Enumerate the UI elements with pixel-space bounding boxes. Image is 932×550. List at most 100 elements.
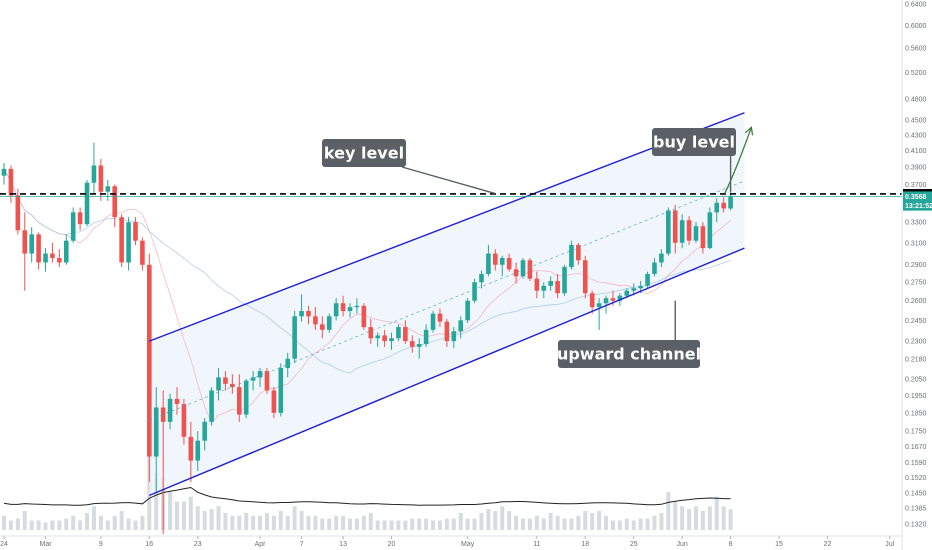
- candle-body: [389, 338, 394, 342]
- candle-body: [416, 343, 422, 347]
- volume-bar: [8, 520, 13, 530]
- candle-body: [534, 278, 540, 291]
- volume-bar: [700, 511, 705, 530]
- y-tick-label: 0.5200: [905, 70, 927, 77]
- candle-body: [375, 335, 380, 339]
- volume-bar: [112, 515, 117, 530]
- y-tick-label: 0.2900: [905, 262, 927, 269]
- volume-bar: [576, 515, 581, 530]
- candle-body: [472, 282, 477, 301]
- candle-body: [174, 398, 180, 405]
- y-tick-label: 0.2750: [905, 280, 927, 287]
- annotation-box[interactable]: [322, 139, 406, 167]
- volume-bar: [334, 515, 339, 530]
- candle-body: [147, 264, 152, 457]
- candle-body: [548, 281, 553, 286]
- candle-body: [444, 321, 450, 342]
- candle-body: [230, 383, 235, 388]
- x-tick-label: May: [461, 541, 475, 548]
- candle-body: [181, 404, 187, 437]
- x-tick-label: Mar: [39, 541, 52, 548]
- volume-bar: [652, 515, 657, 530]
- annotation-box[interactable]: [652, 128, 736, 156]
- x-tick-label: 15: [775, 541, 783, 548]
- volume-bar: [264, 512, 269, 530]
- candle-body: [29, 234, 34, 254]
- volume-bar: [465, 518, 470, 530]
- volume-bar: [624, 518, 629, 530]
- y-tick-label: 0.3100: [905, 240, 927, 247]
- candle-body: [499, 258, 505, 265]
- candle-body: [368, 327, 374, 339]
- candle-body: [292, 316, 297, 359]
- candle-body: [112, 186, 118, 218]
- candle-body: [403, 327, 408, 342]
- x-tick-label: 22: [824, 541, 832, 548]
- volume-bar: [22, 511, 27, 530]
- volume-bar: [105, 520, 110, 530]
- candle-body: [320, 324, 325, 330]
- volume-bar: [292, 506, 297, 530]
- price-tag-text: 13:21:52: [905, 203, 932, 210]
- candle-body: [451, 331, 457, 342]
- y-tick-label: 0.2050: [905, 377, 927, 384]
- volume-bar: [569, 518, 574, 530]
- volume-bar: [541, 518, 546, 530]
- volume-bar: [278, 511, 283, 530]
- x-tick-label: 25: [630, 541, 638, 548]
- volume-bar: [610, 520, 615, 530]
- candle-body: [285, 358, 291, 368]
- volume-bar: [500, 506, 505, 530]
- price-tag-text: 0.3568: [905, 194, 927, 201]
- y-tick-label: 0.1950: [905, 393, 927, 400]
- annotation-label: upward channel: [557, 345, 701, 364]
- volume-bar: [472, 518, 477, 530]
- volume-bar: [382, 520, 387, 530]
- last-price-tag[interactable]: [903, 191, 932, 202]
- channel-lower-line[interactable]: [149, 247, 745, 496]
- x-tick-label: 7: [300, 541, 304, 548]
- candle-body: [195, 440, 201, 461]
- candle-body: [631, 288, 637, 291]
- volume-average-line: [3, 486, 731, 506]
- candle-body: [728, 196, 733, 209]
- candle-body: [340, 303, 346, 312]
- volume-bar: [168, 492, 173, 530]
- volume-bar: [43, 522, 48, 530]
- y-tick-label: 0.2450: [905, 318, 927, 325]
- volume-bar: [306, 515, 311, 530]
- candle-body: [119, 217, 124, 263]
- y-tick-label: 0.1590: [905, 460, 927, 467]
- x-tick-label: 8: [729, 541, 733, 548]
- annotation-box[interactable]: [558, 340, 700, 368]
- buy-arrow-line[interactable]: [724, 127, 752, 194]
- candle-body: [659, 253, 664, 263]
- volume-bar: [244, 512, 249, 530]
- y-tick-label: 0.6400: [905, 2, 927, 9]
- x-tick-label: Jul: [885, 541, 894, 548]
- volume-bar: [285, 515, 290, 530]
- candle-body: [43, 253, 48, 263]
- candles-layer: [1, 142, 733, 535]
- y-tick-label: 0.3300: [905, 220, 927, 227]
- x-tick-label: 11: [533, 541, 540, 548]
- candle-body: [582, 260, 588, 294]
- x-tick-label: 16: [145, 541, 153, 548]
- countdown-tag[interactable]: [903, 200, 932, 211]
- price-axis-panel[interactable]: [902, 0, 932, 550]
- volume-bar: [527, 518, 532, 530]
- volume-bar: [597, 511, 602, 530]
- candle-body: [520, 260, 526, 277]
- volume-bar: [514, 515, 519, 530]
- candle-body: [8, 168, 14, 196]
- volume-bar: [721, 506, 726, 530]
- volume-bar: [458, 512, 463, 530]
- candle-body: [347, 307, 353, 312]
- candle-body: [513, 269, 519, 277]
- channel-upper-line[interactable]: [149, 112, 745, 342]
- candle-body: [458, 320, 464, 332]
- volume-bar: [98, 515, 103, 530]
- x-tick-label: 23: [194, 541, 202, 548]
